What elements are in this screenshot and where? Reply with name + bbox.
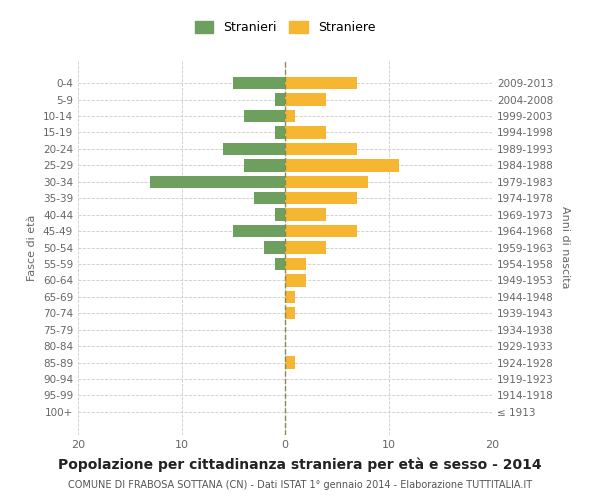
Bar [244,159,285,172]
Bar [275,258,285,270]
Bar [275,126,285,138]
Bar [275,208,285,221]
Bar [285,208,326,221]
Y-axis label: Fasce di età: Fasce di età [28,214,37,280]
Y-axis label: Anni di nascita: Anni di nascita [560,206,570,289]
Bar [285,176,368,188]
Bar [285,143,358,155]
Bar [285,192,358,204]
Bar [233,225,285,237]
Bar [285,225,358,237]
Bar [233,77,285,90]
Bar [244,110,285,122]
Bar [285,126,326,138]
Legend: Stranieri, Straniere: Stranieri, Straniere [191,18,379,38]
Bar [285,77,358,90]
Bar [285,110,295,122]
Bar [275,94,285,106]
Bar [254,192,285,204]
Bar [285,159,399,172]
Bar [265,242,285,254]
Bar [151,176,285,188]
Bar [285,307,295,320]
Bar [285,274,306,286]
Bar [285,258,306,270]
Text: COMUNE DI FRABOSA SOTTANA (CN) - Dati ISTAT 1° gennaio 2014 - Elaborazione TUTTI: COMUNE DI FRABOSA SOTTANA (CN) - Dati IS… [68,480,532,490]
Bar [285,94,326,106]
Bar [285,242,326,254]
Bar [285,356,295,368]
Text: Popolazione per cittadinanza straniera per età e sesso - 2014: Popolazione per cittadinanza straniera p… [58,458,542,472]
Bar [285,290,295,303]
Bar [223,143,285,155]
